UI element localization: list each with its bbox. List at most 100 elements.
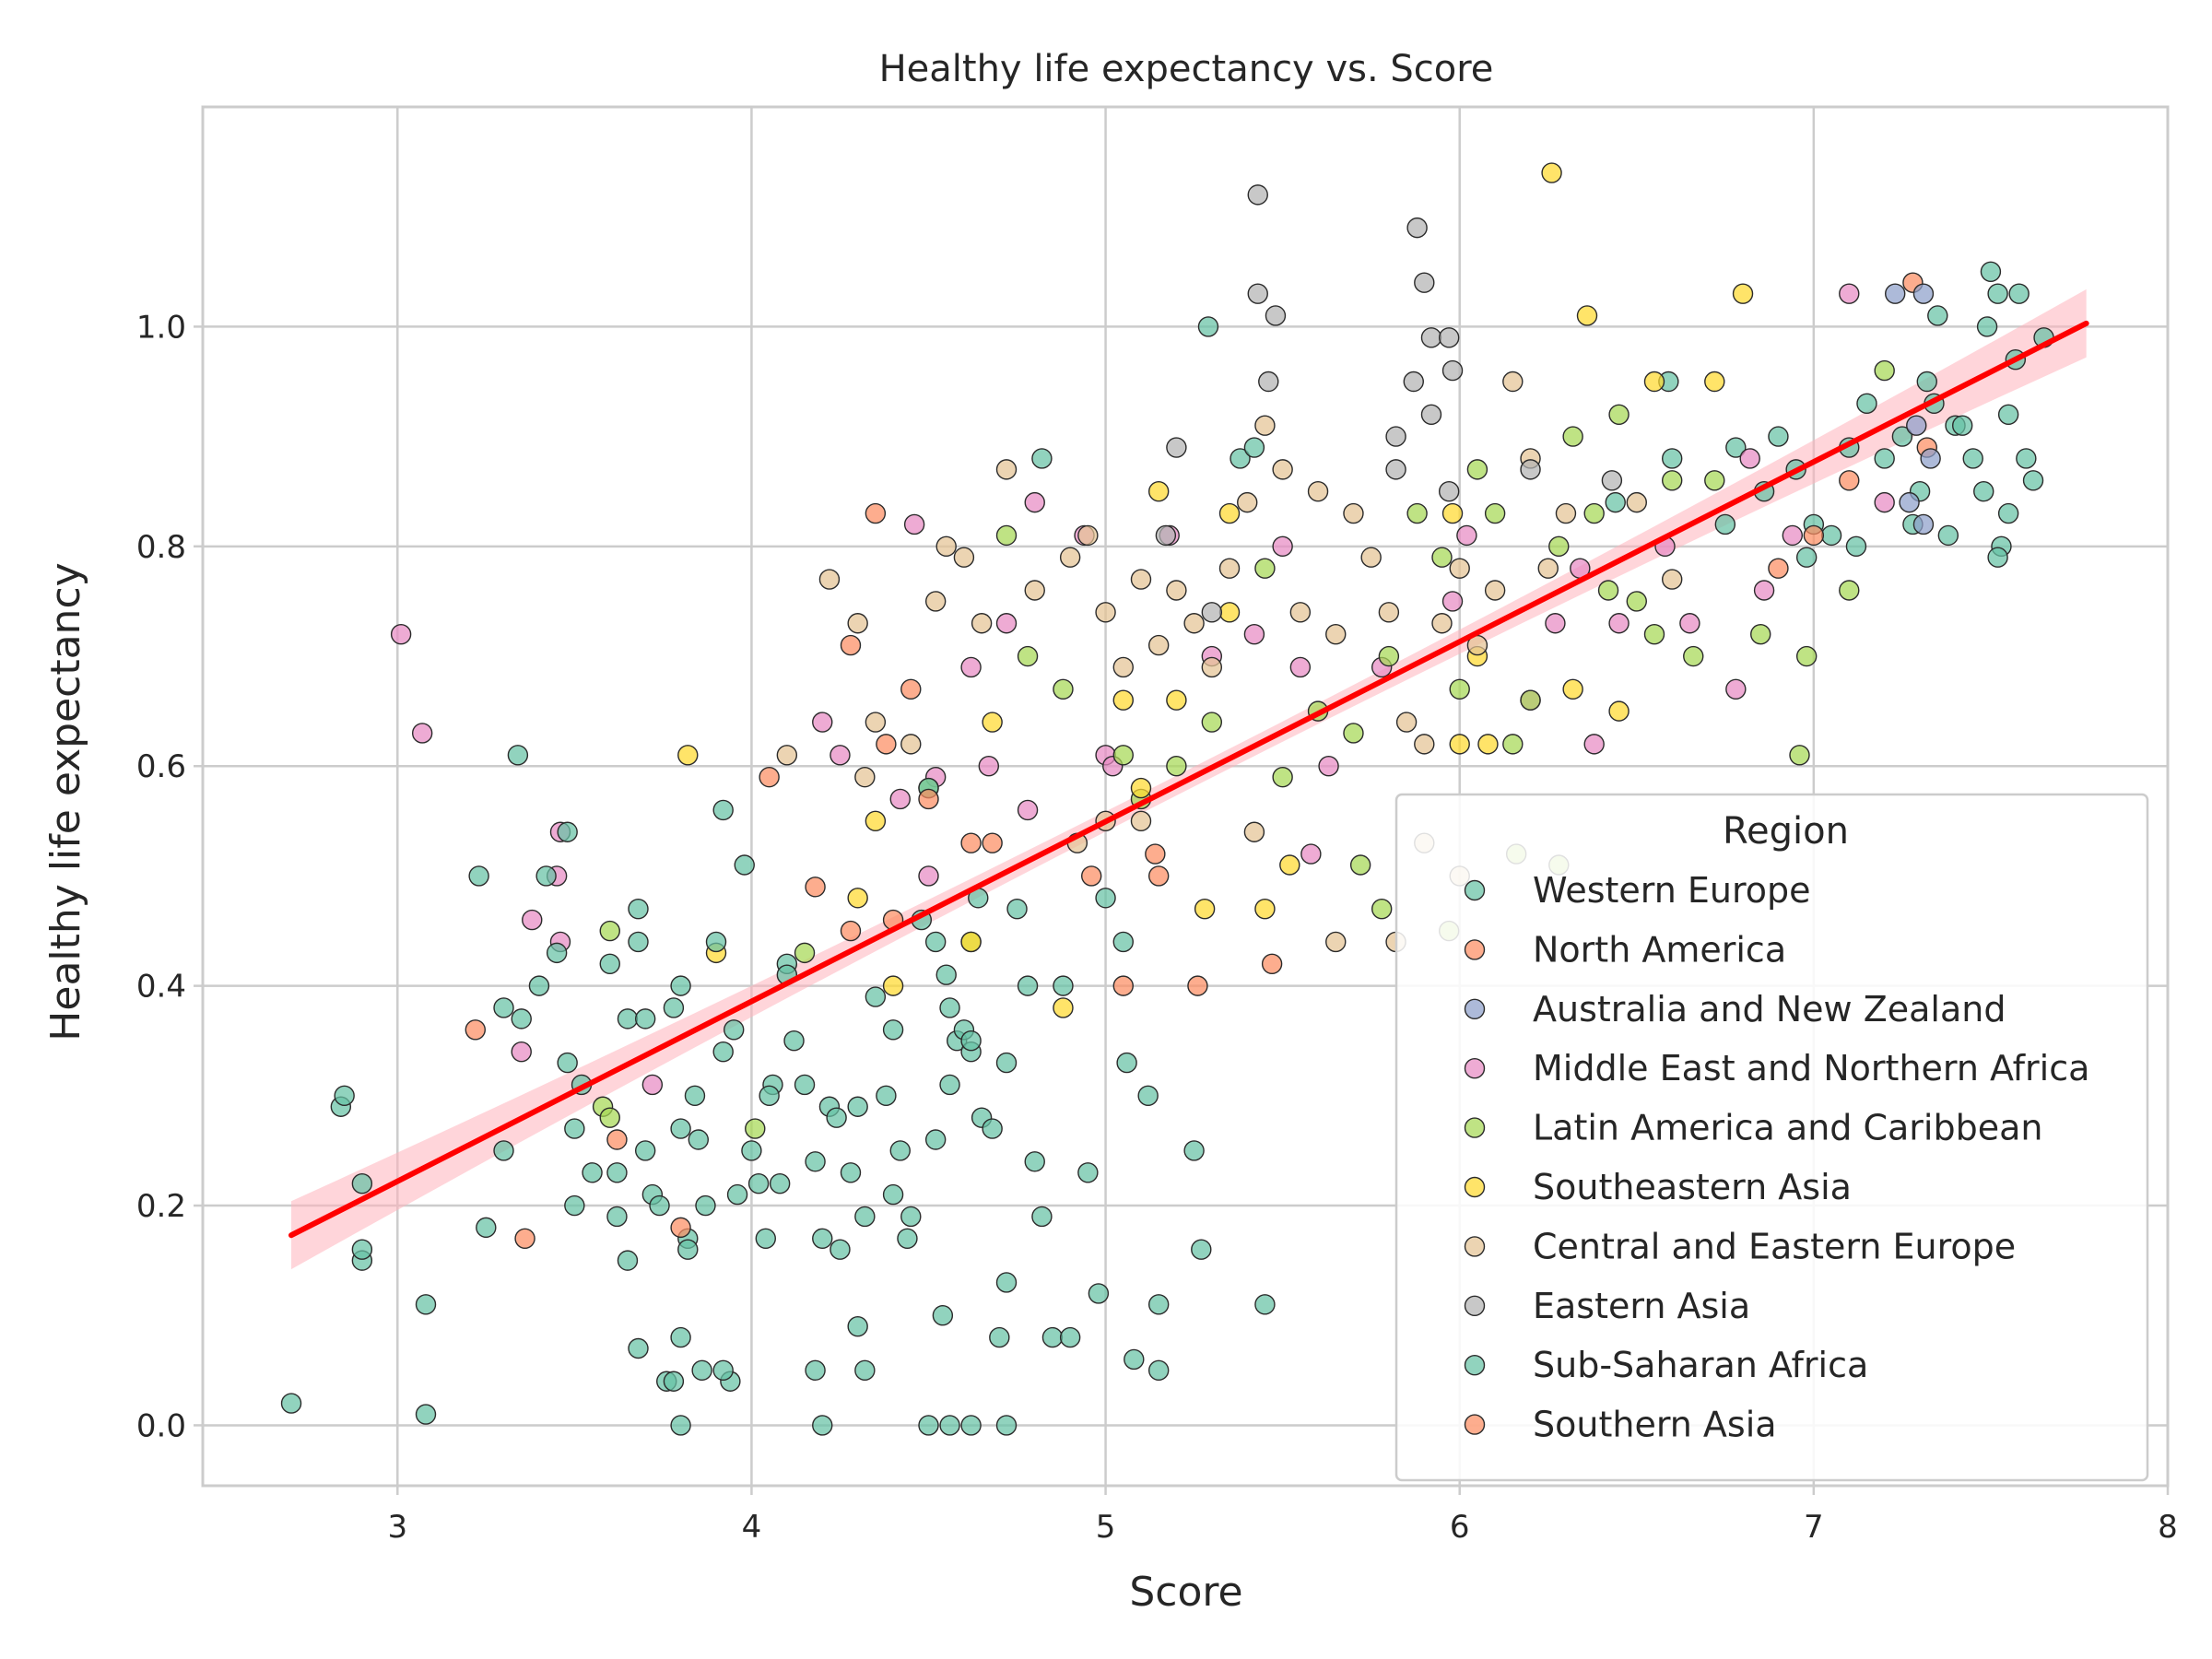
- data-point: [1704, 371, 1725, 393]
- data-point: [1576, 305, 1598, 326]
- data-point: [712, 799, 734, 821]
- data-point: [1343, 502, 1364, 524]
- x-tick-label: 8: [2158, 1509, 2178, 1546]
- data-point: [1739, 448, 1760, 469]
- data-point: [1166, 689, 1187, 711]
- data-point: [1438, 327, 1460, 348]
- data-point: [634, 1008, 656, 1030]
- data-point: [812, 1415, 833, 1436]
- plot-frame: [201, 105, 2170, 1488]
- data-point: [1885, 283, 1906, 304]
- data-point: [2016, 448, 2037, 469]
- data-point: [794, 1074, 816, 1096]
- data-point: [1441, 502, 1464, 524]
- data-point: [1750, 623, 1771, 645]
- series-group: [1885, 283, 1941, 535]
- data-point: [1254, 558, 1276, 579]
- data-point: [1795, 547, 1818, 568]
- data-point: [1254, 898, 1276, 920]
- series-group: [1605, 261, 2054, 568]
- data-point: [1041, 1326, 1064, 1348]
- data-point: [1265, 305, 1287, 326]
- regression-line: [288, 320, 2089, 1239]
- series-group: [280, 316, 1276, 1436]
- data-point: [960, 832, 982, 853]
- data-point: [1912, 283, 1935, 304]
- data-point: [1243, 437, 1265, 458]
- data-point: [1254, 1294, 1276, 1315]
- data-point: [351, 1172, 373, 1194]
- data-point: [1130, 810, 1152, 832]
- legend-marker: [1464, 998, 1486, 1020]
- data-point: [971, 613, 993, 634]
- legend-entry: Sub-Saharan Africa: [1533, 1345, 1868, 1385]
- data-point: [1031, 448, 1053, 469]
- data-point: [1325, 931, 1347, 953]
- data-point: [1247, 283, 1268, 304]
- data-point: [1456, 524, 1477, 547]
- data-point: [1272, 459, 1293, 480]
- data-point: [411, 723, 433, 744]
- data-point: [1116, 1052, 1137, 1074]
- data-point: [1218, 558, 1241, 579]
- data-point: [903, 513, 925, 535]
- data-point: [670, 975, 691, 996]
- legend-entry: North America: [1533, 929, 1786, 970]
- data-point: [677, 1239, 699, 1260]
- data-point: [734, 854, 755, 876]
- data-point: [1017, 645, 1039, 667]
- data-point: [1059, 547, 1081, 568]
- data-point: [830, 1239, 851, 1260]
- data-point: [677, 745, 699, 766]
- data-point: [1218, 602, 1241, 623]
- data-point: [1608, 700, 1630, 722]
- data-point: [415, 1294, 437, 1315]
- data-point: [918, 1415, 939, 1436]
- data-point: [1247, 184, 1268, 206]
- data-point: [1053, 678, 1074, 700]
- data-point: [918, 788, 939, 810]
- data-point: [1856, 393, 1877, 415]
- data-point: [847, 1315, 868, 1337]
- data-point: [663, 997, 685, 1018]
- y-tick-label: 0.4: [136, 969, 186, 1006]
- data-point: [1289, 656, 1312, 678]
- y-tick-labels: 0.0 0.2 0.4 0.6 0.8 1.0: [136, 309, 203, 1444]
- x-tick-label: 7: [1804, 1509, 1824, 1546]
- data-point: [1130, 569, 1152, 590]
- data-point: [1088, 1283, 1110, 1304]
- x-tick-label: 6: [1450, 1509, 1470, 1546]
- data-point: [882, 975, 904, 996]
- data-point: [818, 569, 841, 590]
- data-point: [1053, 975, 1074, 996]
- data-point: [960, 1415, 982, 1436]
- data-point: [1987, 283, 2008, 304]
- regression-line-group: [288, 320, 2089, 1239]
- data-point: [960, 656, 982, 678]
- legend-items: Western Europe North America Australia and…: [1464, 870, 2089, 1445]
- data-point: [1927, 305, 1948, 326]
- legend-entry: Middle East and Northern Africa: [1533, 1048, 2089, 1088]
- data-point: [1562, 426, 1583, 447]
- series-group: [1768, 272, 1937, 579]
- data-point: [978, 756, 1000, 777]
- data-point: [712, 1041, 734, 1063]
- data-point: [812, 1228, 833, 1249]
- data-point: [924, 931, 947, 953]
- data-point: [634, 1140, 656, 1161]
- y-tick-label: 0.6: [136, 748, 186, 785]
- data-point: [840, 1162, 862, 1183]
- data-point: [1899, 491, 1920, 513]
- data-point: [1449, 558, 1470, 579]
- data-point: [493, 1140, 514, 1161]
- data-point: [1112, 656, 1134, 678]
- data-point: [1201, 602, 1223, 623]
- data-point: [1502, 734, 1524, 755]
- data-point: [617, 1250, 639, 1271]
- data-point: [712, 1359, 734, 1382]
- data-point: [1024, 491, 1045, 513]
- data-point: [1318, 756, 1339, 777]
- data-point: [1725, 437, 1747, 458]
- data-point: [989, 1326, 1010, 1348]
